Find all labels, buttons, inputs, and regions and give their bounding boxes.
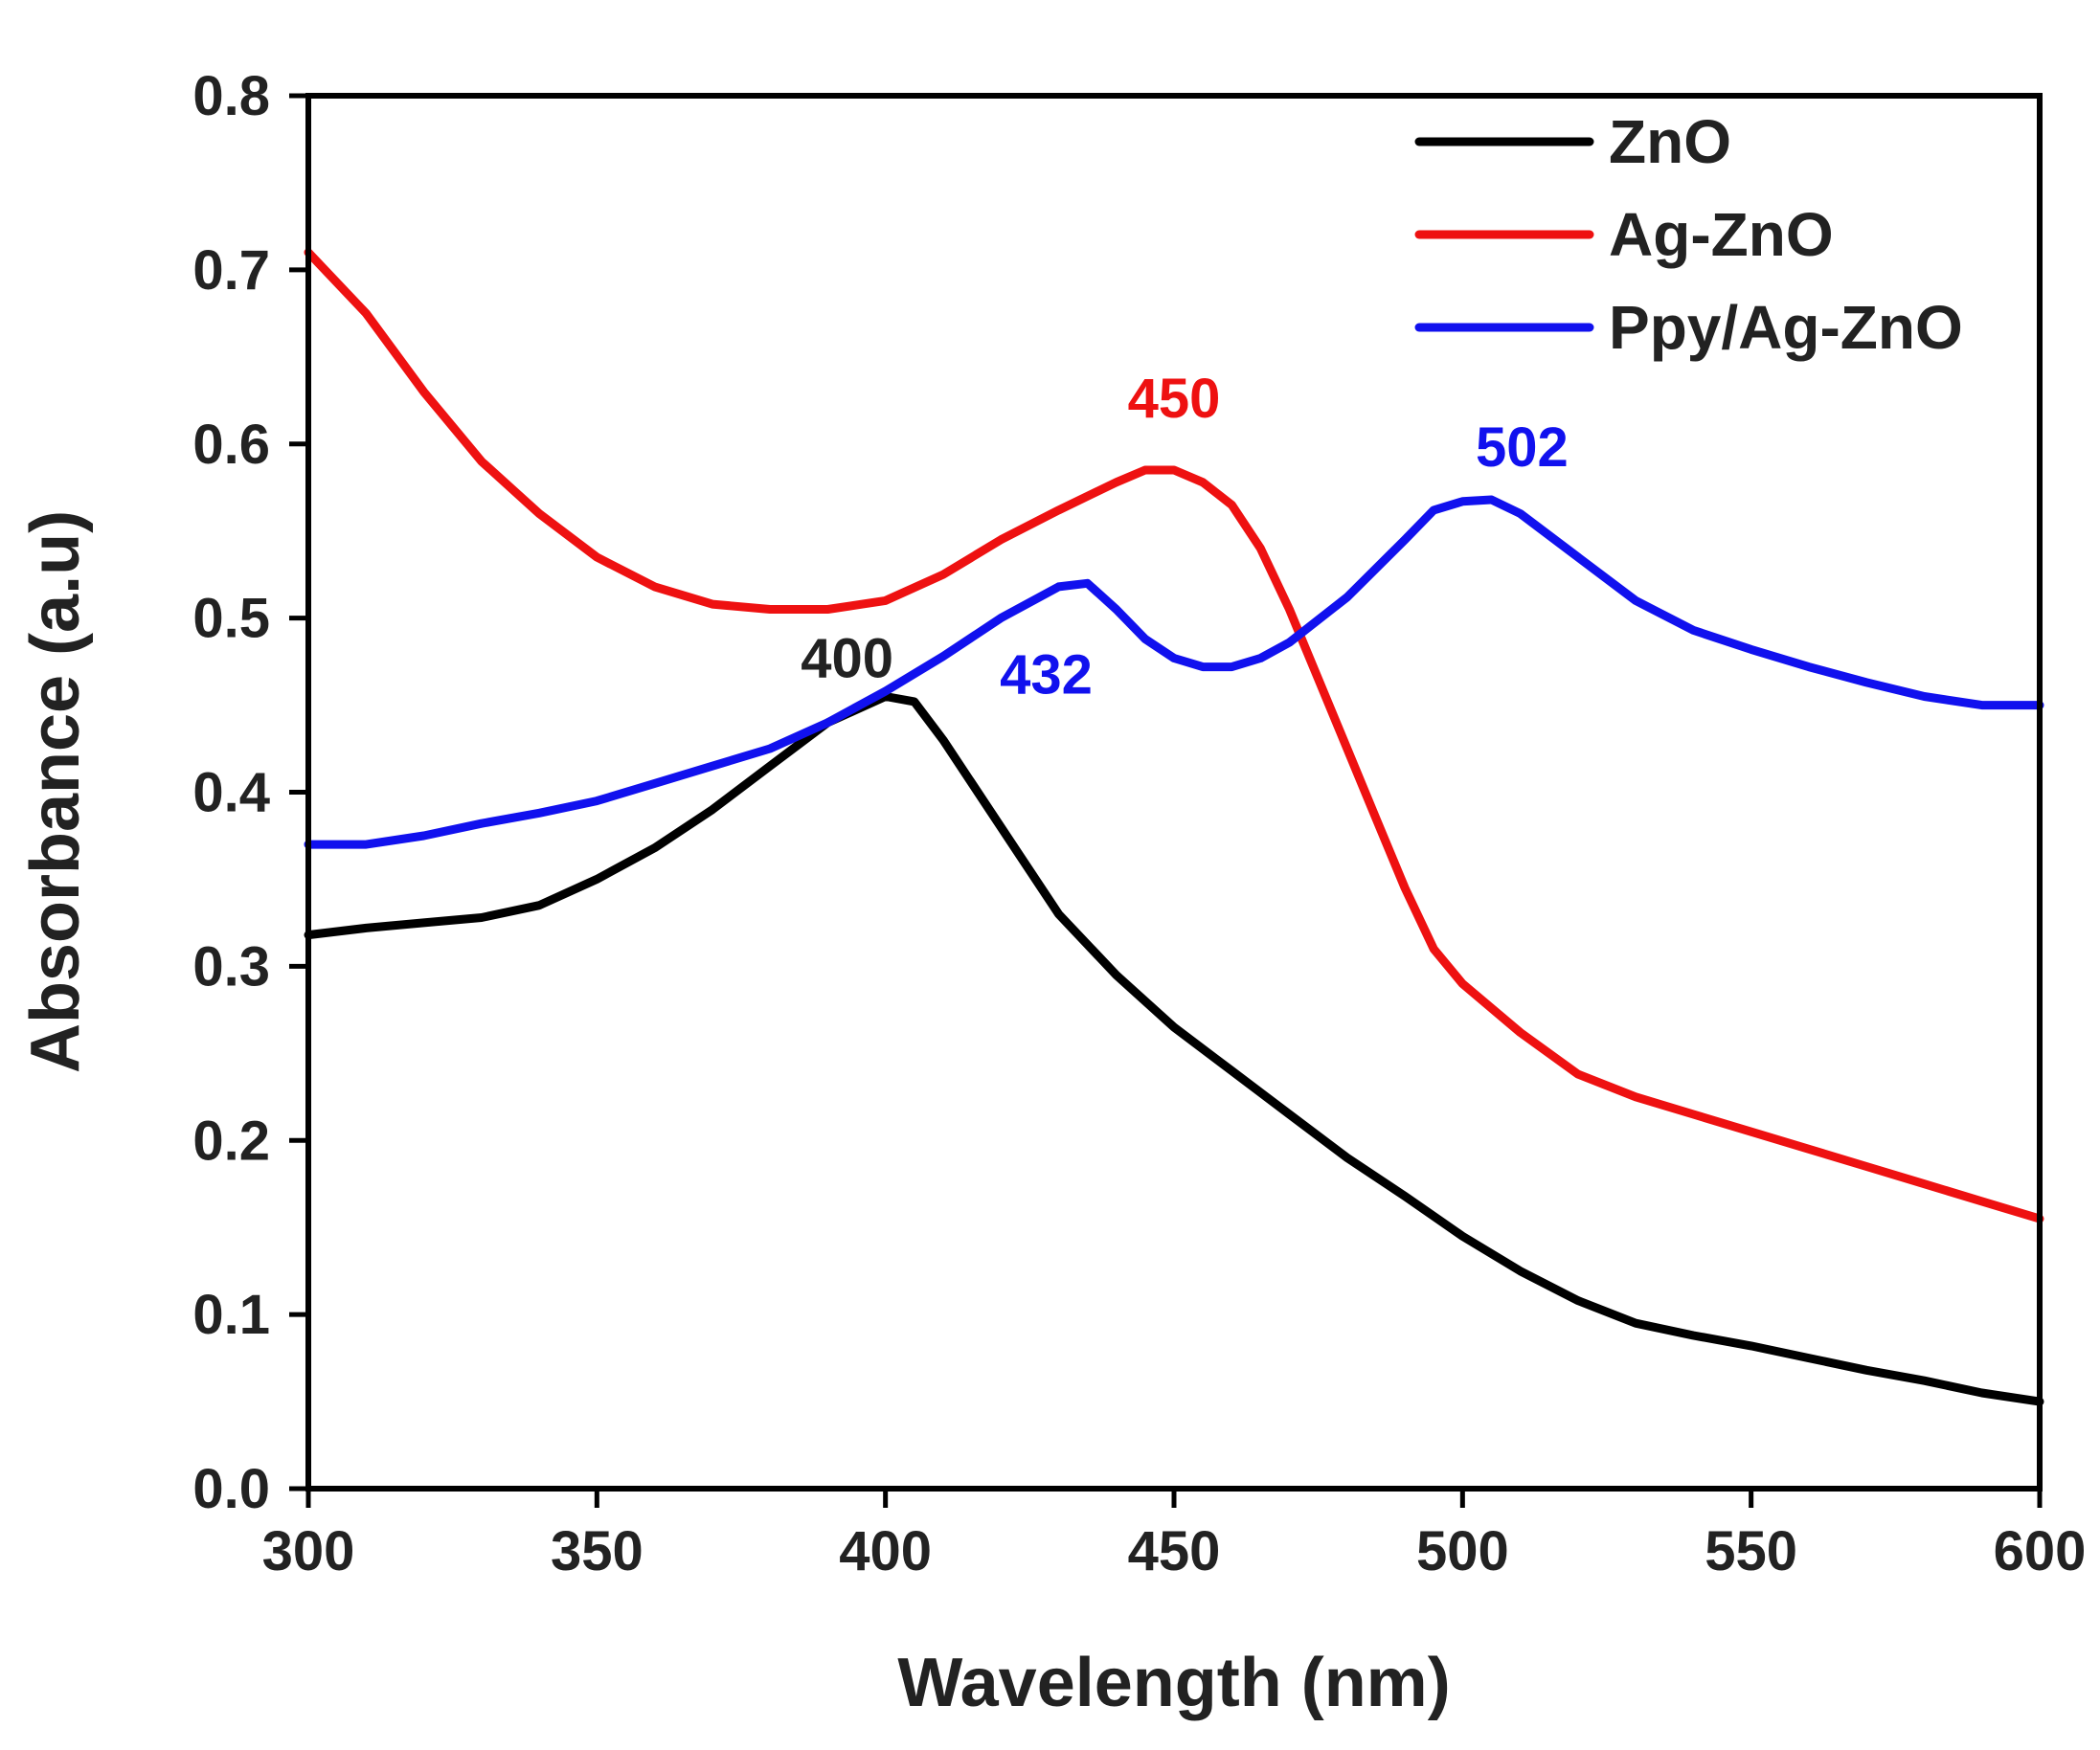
- series-layer: [304, 248, 2044, 1406]
- legend-label-ppy-ag-zno: Ppy/Ag-ZnO: [1609, 293, 1963, 362]
- peak-label-400: 400: [801, 627, 893, 689]
- y-tick-label: 0.7: [192, 239, 270, 302]
- annotation-layer: 400 450 502 432: [801, 368, 1569, 706]
- y-tick-label: 0.2: [192, 1110, 270, 1172]
- y-tick-label: 0.4: [192, 762, 270, 824]
- peak-label-450: 450: [1128, 368, 1221, 430]
- x-tick-label: 600: [1994, 1520, 2087, 1582]
- y-tick-label: 0.8: [192, 65, 270, 127]
- x-tick-label: 300: [262, 1520, 355, 1582]
- y-tick-label: 0.6: [192, 414, 270, 476]
- x-tick-label: 500: [1416, 1520, 1509, 1582]
- y-tick-label: 0.0: [192, 1458, 270, 1520]
- y-axis-ticks: 0.0 0.1 0.2 0.3 0.4 0.5 0.6 0.7 0.8: [192, 65, 308, 1520]
- x-tick-label: 550: [1705, 1520, 1797, 1582]
- legend-label-zno: ZnO: [1609, 107, 1731, 176]
- legend-label-ag-zno: Ag-ZnO: [1609, 200, 1834, 269]
- series-line-ppy-ag-zno: [304, 495, 2044, 849]
- legend: ZnO Ag-ZnO Ppy/Ag-ZnO: [1414, 107, 1963, 362]
- series-line-zno: [304, 692, 2044, 1406]
- peak-label-432: 432: [1000, 643, 1093, 706]
- y-tick-label: 0.1: [192, 1284, 270, 1346]
- x-tick-label: 450: [1128, 1520, 1221, 1582]
- series-line-ag-zno: [304, 248, 2044, 1223]
- x-axis-ticks: 300 350 400 450 500 550 600: [262, 1489, 2087, 1582]
- y-tick-label: 0.5: [192, 588, 270, 650]
- y-axis-title: Absorbance (a.u): [17, 510, 94, 1073]
- x-tick-label: 350: [551, 1520, 644, 1582]
- peak-label-502: 502: [1476, 416, 1569, 479]
- x-tick-label: 400: [839, 1520, 932, 1582]
- x-axis-title: Wavelength (nm): [897, 1645, 1450, 1721]
- y-tick-label: 0.3: [192, 935, 270, 998]
